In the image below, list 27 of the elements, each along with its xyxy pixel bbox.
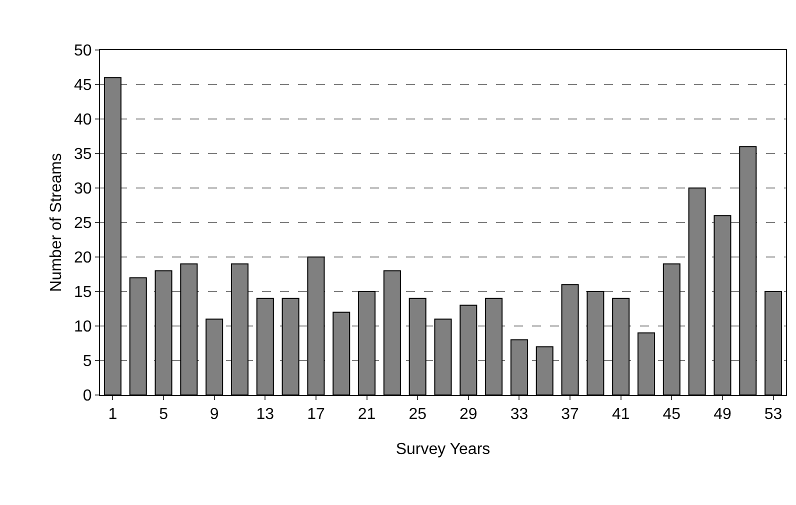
y-tick-label: 45 (74, 77, 92, 94)
x-tick-label: 25 (408, 406, 427, 424)
y-tick-label: 20 (74, 250, 92, 267)
x-tick-label: 5 (159, 406, 168, 424)
y-tick-label: 15 (74, 284, 92, 302)
y-tick-label: 40 (74, 112, 92, 129)
x-tick-label: 21 (358, 406, 376, 424)
y-tick-label: 25 (74, 215, 92, 232)
y-tick-label: 10 (74, 318, 92, 336)
x-tick-label: 49 (714, 406, 732, 424)
x-axis-title: Survey Years (396, 440, 490, 458)
y-axis-title: Number of Streams (48, 153, 65, 292)
x-tick-label: 33 (510, 406, 528, 424)
y-tick-label: 30 (74, 180, 92, 198)
x-tick-label: 1 (108, 406, 118, 424)
y-tick-label: 5 (82, 353, 92, 370)
x-tick-label: 45 (662, 406, 681, 424)
x-tick-label: 13 (256, 406, 274, 424)
y-tick-label: 35 (74, 146, 92, 164)
x-tick-label: 41 (612, 406, 630, 424)
x-tick-label: 53 (764, 406, 782, 424)
y-tick-label: 50 (74, 42, 92, 60)
x-tick-label: 9 (210, 406, 219, 424)
x-tick-label: 29 (460, 406, 478, 424)
y-tick-label: 0 (82, 388, 92, 405)
x-tick-label: 37 (561, 406, 580, 424)
x-tick-label: 17 (307, 406, 325, 424)
